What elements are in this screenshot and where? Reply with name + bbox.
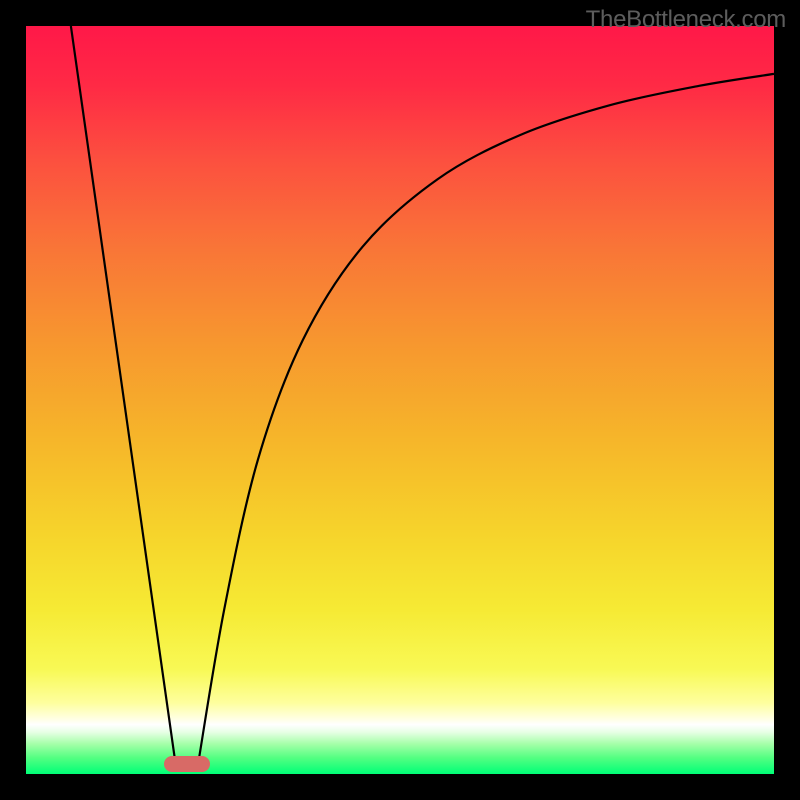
- chart-frame: TheBottleneck.com: [0, 0, 800, 800]
- curve-layer: [26, 26, 774, 774]
- watermark-text: TheBottleneck.com: [586, 6, 786, 34]
- plot-area: [26, 26, 774, 774]
- right-curve-path: [198, 74, 774, 764]
- bottleneck-marker: [164, 756, 210, 772]
- left-line-path: [71, 26, 176, 764]
